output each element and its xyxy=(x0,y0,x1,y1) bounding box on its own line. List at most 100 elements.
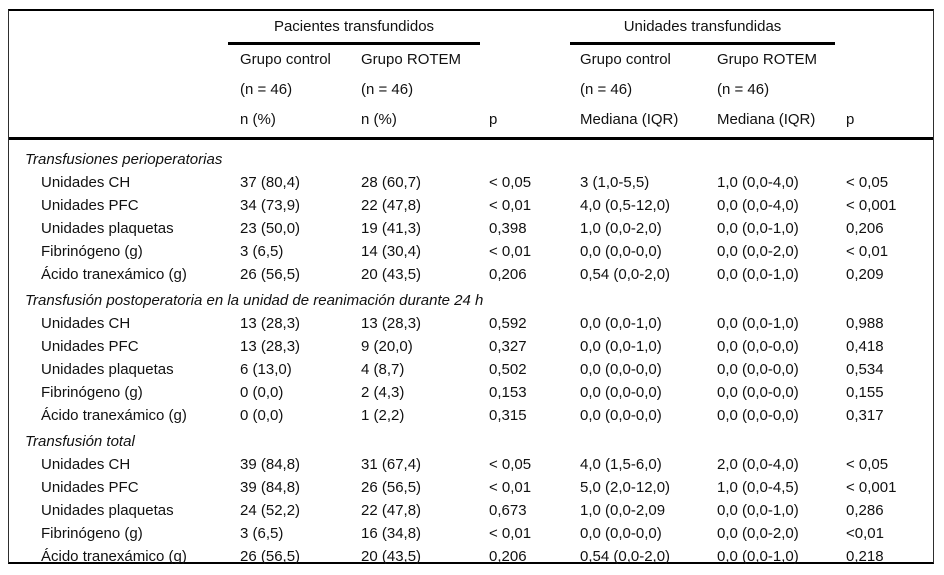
value-cell: 0,502 xyxy=(489,361,527,378)
value-cell: < 0,001 xyxy=(846,479,897,496)
row-label: Unidades CH xyxy=(41,315,131,332)
value-cell: 0,0 (0,0-0,0) xyxy=(717,384,799,401)
value-cell: 26 (56,5) xyxy=(361,479,422,496)
value-cell: 23 (50,0) xyxy=(240,220,301,237)
value-cell: 16 (34,8) xyxy=(361,525,422,542)
value-cell: 39 (84,8) xyxy=(240,479,301,496)
col-header-pat-control-stat: n (%) xyxy=(240,111,276,128)
section-title: Transfusiones perioperatorias xyxy=(25,151,223,168)
value-cell: 0,315 xyxy=(489,407,527,424)
value-cell: 4,0 (1,5-6,0) xyxy=(580,456,662,473)
col-header-p1: p xyxy=(489,111,498,128)
col-header-uni-control-name: Grupo control xyxy=(580,51,671,68)
section-title: Transfusión postoperatoria en la unidad … xyxy=(25,292,484,309)
value-cell: 0,206 xyxy=(846,220,884,237)
value-cell: 0,209 xyxy=(846,266,884,283)
row-label: Fibrinógeno (g) xyxy=(41,243,143,260)
value-cell: 13 (28,3) xyxy=(240,338,301,355)
value-cell: 0,0 (0,0-1,0) xyxy=(717,548,799,565)
value-cell: 22 (47,8) xyxy=(361,502,422,519)
value-cell: 0,0 (0,0-1,0) xyxy=(580,338,662,355)
value-cell: 31 (67,4) xyxy=(361,456,422,473)
value-cell: 0,0 (0,0-2,0) xyxy=(717,525,799,542)
value-cell: 0,592 xyxy=(489,315,527,332)
value-cell: 13 (28,3) xyxy=(240,315,301,332)
value-cell: 0,0 (0,0-0,0) xyxy=(580,243,662,260)
value-cell: 0,206 xyxy=(489,266,527,283)
value-cell: 37 (80,4) xyxy=(240,174,301,191)
value-cell: 0,0 (0,0-0,0) xyxy=(580,361,662,378)
value-cell: 0,0 (0,0-4,0) xyxy=(717,197,799,214)
value-cell: 1,0 (0,0-2,09 xyxy=(580,502,666,519)
value-cell: 19 (41,3) xyxy=(361,220,422,237)
value-cell: < 0,01 xyxy=(489,243,532,260)
row-label: Ácido tranexámico (g) xyxy=(41,407,187,424)
row-label: Unidades PFC xyxy=(41,197,139,214)
value-cell: 2 (4,3) xyxy=(361,384,405,401)
value-cell: 9 (20,0) xyxy=(361,338,413,355)
value-cell: 0,0 (0,0-0,0) xyxy=(717,338,799,355)
value-cell: < 0,05 xyxy=(846,456,889,473)
value-cell: 0,0 (0,0-1,0) xyxy=(717,266,799,283)
value-cell: 0,218 xyxy=(846,548,884,565)
value-cell: < 0,01 xyxy=(489,479,532,496)
col-header-uni-control-n: (n = 46) xyxy=(580,81,633,98)
col-header-uni-rotem-stat: Mediana (IQR) xyxy=(717,111,816,128)
value-cell: 6 (13,0) xyxy=(240,361,292,378)
value-cell: 1,0 (0,0-4,5) xyxy=(717,479,799,496)
table-body: Transfusiones perioperatorias Unidades CH… xyxy=(25,145,933,568)
value-cell: < 0,01 xyxy=(489,197,532,214)
value-cell: < 0,01 xyxy=(489,525,532,542)
value-cell: 0,0 (0,0-1,0) xyxy=(580,315,662,332)
value-cell: 1,0 (0,0-4,0) xyxy=(717,174,799,191)
col-header-pat-rotem-stat: n (%) xyxy=(361,111,397,128)
value-cell: 0,0 (0,0-1,0) xyxy=(717,502,799,519)
row-label: Unidades plaquetas xyxy=(41,502,174,519)
col-header-uni-rotem-n: (n = 46) xyxy=(717,81,770,98)
value-cell: 0 (0,0) xyxy=(240,384,284,401)
value-cell: 0 (0,0) xyxy=(240,407,284,424)
value-cell: 0,0 (0,0-0,0) xyxy=(580,384,662,401)
col-header-uni-control-stat: Mediana (IQR) xyxy=(580,111,679,128)
value-cell: 0,418 xyxy=(846,338,884,355)
value-cell: 39 (84,8) xyxy=(240,456,301,473)
value-cell: 0,317 xyxy=(846,407,884,424)
value-cell: 3 (1,0-5,5) xyxy=(580,174,650,191)
value-cell: 28 (60,7) xyxy=(361,174,422,191)
value-cell: 2,0 (0,0-4,0) xyxy=(717,456,799,473)
value-cell: 0,673 xyxy=(489,502,527,519)
column-group-units: Unidades transfundidas xyxy=(570,11,835,45)
row-label: Unidades CH xyxy=(41,174,131,191)
value-cell: 4 (8,7) xyxy=(361,361,405,378)
value-cell: 0,0 (0,0-1,0) xyxy=(717,315,799,332)
row-label: Unidades PFC xyxy=(41,338,139,355)
value-cell: 0,988 xyxy=(846,315,884,332)
value-cell: 26 (56,5) xyxy=(240,266,301,283)
value-cell: 22 (47,8) xyxy=(361,197,422,214)
value-cell: 0,398 xyxy=(489,220,527,237)
value-cell: 5,0 (2,0-12,0) xyxy=(580,479,671,496)
value-cell: 0,153 xyxy=(489,384,527,401)
value-cell: 0,0 (0,0-0,0) xyxy=(717,361,799,378)
col-header-p2: p xyxy=(846,111,855,128)
value-cell: < 0,05 xyxy=(489,456,532,473)
value-cell: <0,01 xyxy=(846,525,884,542)
value-cell: 0,327 xyxy=(489,338,527,355)
row-label: Unidades plaquetas xyxy=(41,361,174,378)
table-header: Pacientes transfundidos Unidades transfu… xyxy=(25,11,933,135)
col-header-pat-control-name: Grupo control xyxy=(240,51,331,68)
row-label: Fibrinógeno (g) xyxy=(41,525,143,542)
value-cell: 0,0 (0,0-0,0) xyxy=(580,407,662,424)
value-cell: 1,0 (0,0-2,0) xyxy=(580,220,662,237)
value-cell: 0,0 (0,0-0,0) xyxy=(580,525,662,542)
value-cell: 0,54 (0,0-2,0) xyxy=(580,548,671,565)
col-header-pat-control-n: (n = 46) xyxy=(240,81,293,98)
value-cell: 0,286 xyxy=(846,502,884,519)
value-cell: 1 (2,2) xyxy=(361,407,405,424)
value-cell: 0,0 (0,0-0,0) xyxy=(717,407,799,424)
col-header-pat-rotem-name: Grupo ROTEM xyxy=(361,51,462,68)
value-cell: 0,54 (0,0-2,0) xyxy=(580,266,671,283)
value-cell: < 0,05 xyxy=(489,174,532,191)
value-cell: 3 (6,5) xyxy=(240,243,284,260)
row-label: Unidades CH xyxy=(41,456,131,473)
